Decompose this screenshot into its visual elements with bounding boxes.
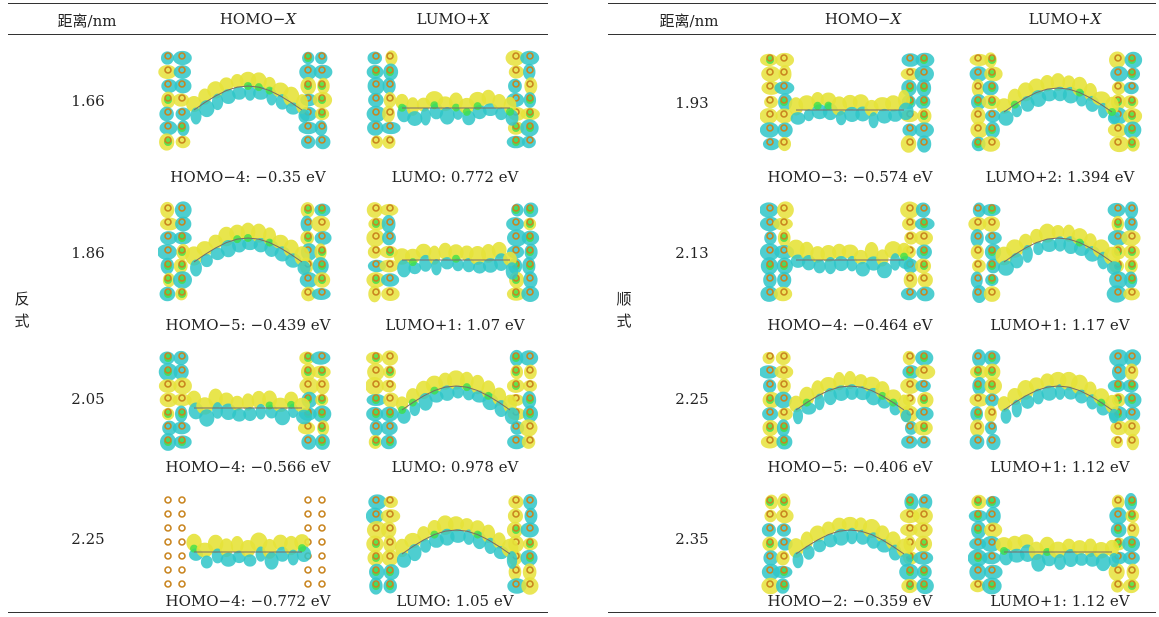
orbital-image <box>760 492 940 600</box>
lumo-caption: LUMO+1: 1.17 eV <box>990 316 1130 334</box>
homo-caption: HOMO−4: −0.35 eV <box>170 168 326 186</box>
orbital-image <box>760 200 940 308</box>
homo-caption: HOMO−2: −0.359 eV <box>767 592 933 610</box>
lumo-caption: LUMO+1: 1.07 eV <box>385 316 525 334</box>
group-label: 反式 <box>14 290 30 330</box>
orbital-image <box>968 492 1148 600</box>
orbital-image <box>158 48 338 156</box>
orbital-image <box>366 200 546 308</box>
orbital-image <box>366 492 546 600</box>
homo-caption: HOMO−5: −0.406 eV <box>767 458 933 476</box>
header-lumo: LUMO+X <box>416 10 490 28</box>
orbital-image <box>968 348 1148 456</box>
orbital-image <box>366 348 546 456</box>
row-distance: 2.05 <box>71 390 105 408</box>
row-distance: 1.86 <box>71 244 105 262</box>
lumo-caption: LUMO: 0.772 eV <box>391 168 519 186</box>
group-label: 顺式 <box>616 290 632 330</box>
row-distance: 1.93 <box>675 94 709 112</box>
header-distance: 距离/nm <box>659 12 719 30</box>
lumo-caption: LUMO: 1.05 eV <box>396 592 514 610</box>
orbital-image <box>760 50 940 158</box>
orbital-image <box>158 200 338 308</box>
lumo-caption: LUMO: 0.978 eV <box>391 458 519 476</box>
orbital-image <box>158 492 338 600</box>
row-distance: 2.25 <box>71 530 105 548</box>
homo-caption: HOMO−4: −0.566 eV <box>165 458 331 476</box>
lumo-caption: LUMO+1: 1.12 eV <box>990 592 1130 610</box>
orbital-image <box>158 348 338 456</box>
orbital-image <box>968 200 1148 308</box>
row-distance: 2.25 <box>675 390 709 408</box>
header-lumo: LUMO+X <box>1028 10 1102 28</box>
orbital-image <box>760 348 940 456</box>
homo-caption: HOMO−4: −0.772 eV <box>165 592 331 610</box>
homo-caption: HOMO−5: −0.439 eV <box>165 316 331 334</box>
lumo-caption: LUMO+1: 1.12 eV <box>990 458 1130 476</box>
row-distance: 1.66 <box>71 92 105 110</box>
homo-caption: HOMO−3: −0.574 eV <box>767 168 933 186</box>
lumo-caption: LUMO+2: 1.394 eV <box>985 168 1135 186</box>
row-distance: 2.13 <box>675 244 709 262</box>
header-homo: HOMO−X <box>219 10 297 28</box>
homo-caption: HOMO−4: −0.464 eV <box>767 316 933 334</box>
header-distance: 距离/nm <box>57 12 117 30</box>
cis-table: 距离/nm HOMO−X LUMO+X 顺式 1.93 2.13 2.25 2.… <box>608 0 1156 617</box>
header-homo: HOMO−X <box>824 10 902 28</box>
orbital-image <box>968 50 1148 158</box>
orbital-image <box>366 48 546 156</box>
row-distance: 2.35 <box>675 530 709 548</box>
trans-table: 距离/nm HOMO−X LUMO+X 反式 1.66 1.86 2.05 2.… <box>8 0 548 617</box>
